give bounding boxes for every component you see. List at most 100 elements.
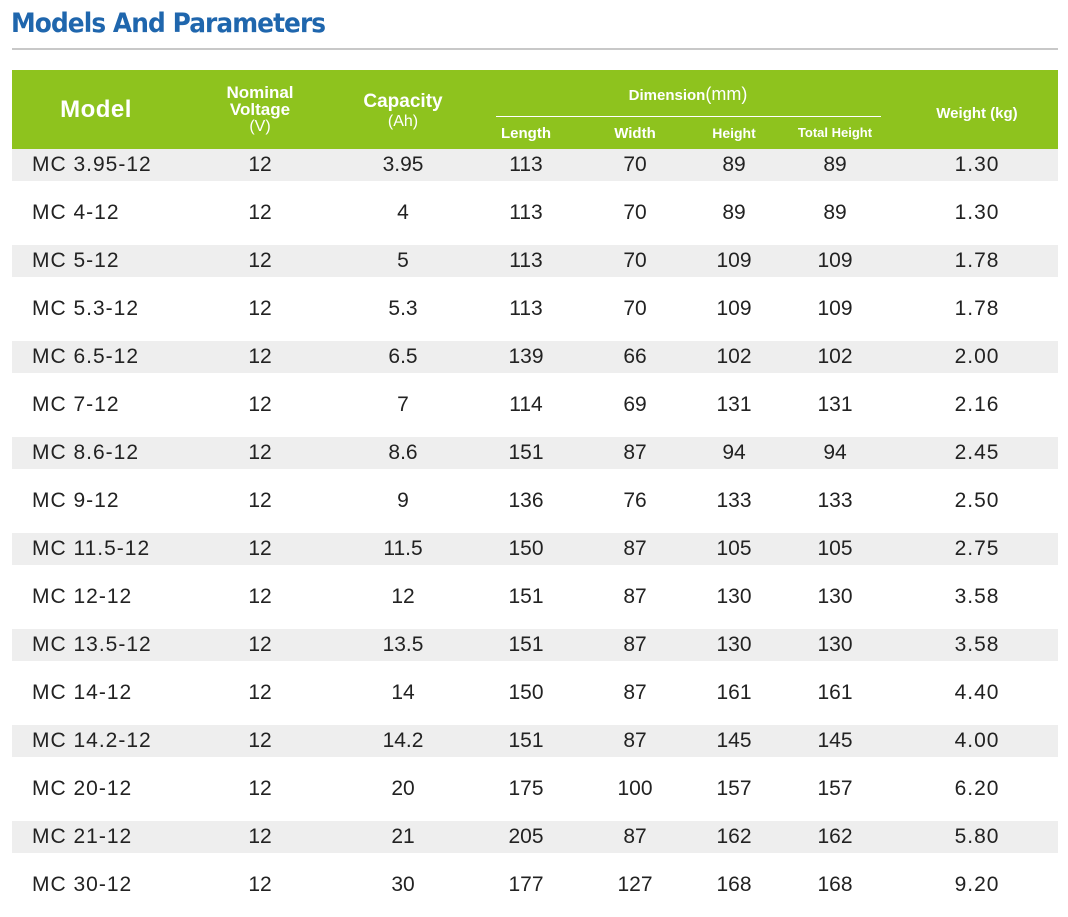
- header-dimension-unit: (mm): [705, 84, 748, 104]
- table-row: MC 8.6-12 12 8.6 151 87 94 94 2.45: [12, 437, 1058, 485]
- cell-voltage: 12: [248, 633, 272, 656]
- header-length: Length: [501, 125, 551, 142]
- header-voltage-line1: Nominal: [226, 83, 294, 102]
- cell-total-height: 109: [817, 297, 853, 320]
- cell-height: 94: [722, 441, 746, 464]
- cell-height: 162: [716, 825, 752, 848]
- cell-capacity: 13.5: [382, 633, 424, 656]
- table-row: MC 21-12 12 21 205 87 162 162 5.80: [12, 821, 1058, 869]
- cell-capacity: 12: [391, 585, 415, 608]
- cell-height: 133: [716, 489, 752, 512]
- cell-height: 157: [716, 777, 752, 800]
- cell-weight: 9.20: [954, 873, 1000, 896]
- cell-total-height: 105: [817, 537, 853, 560]
- cell-model: MC 11.5-12: [32, 537, 151, 560]
- cell-weight: 3.58: [954, 633, 1000, 656]
- table-row: MC 9-12 12 9 136 76 133 133 2.50: [12, 485, 1058, 533]
- cell-width: 70: [623, 249, 647, 272]
- header-width: Width: [614, 125, 656, 142]
- cell-capacity: 9: [397, 489, 409, 512]
- cell-capacity: 21: [391, 825, 415, 848]
- cell-capacity: 8.6: [388, 441, 418, 464]
- cell-total-height: 89: [823, 201, 847, 224]
- cell-voltage: 12: [248, 297, 272, 320]
- cell-total-height: 94: [823, 441, 847, 464]
- cell-voltage: 12: [248, 345, 272, 368]
- cell-model: MC 9-12: [32, 489, 120, 512]
- cell-total-height: 130: [817, 585, 853, 608]
- cell-total-height: 130: [817, 633, 853, 656]
- table-header: Model Nominal Voltage (V) Capacity (Ah) …: [12, 70, 1058, 149]
- cell-total-height: 133: [817, 489, 853, 512]
- cell-height: 109: [716, 249, 752, 272]
- cell-length: 113: [509, 153, 543, 176]
- table-row: MC 7-12 12 7 114 69 131 131 2.16: [12, 389, 1058, 437]
- cell-weight: 1.78: [954, 297, 1000, 320]
- cell-capacity: 7: [397, 393, 409, 416]
- cell-length: 175: [508, 777, 544, 800]
- cell-capacity: 20: [391, 777, 415, 800]
- cell-model: MC 12-12: [32, 585, 133, 608]
- cell-total-height: 102: [817, 345, 853, 368]
- cell-width: 127: [617, 873, 653, 896]
- cell-weight: 1.30: [954, 153, 1000, 176]
- cell-length: 136: [508, 489, 544, 512]
- cell-model: MC 3.95-12: [32, 153, 152, 176]
- cell-capacity: 5: [397, 249, 409, 272]
- table-row: MC 12-12 12 12 151 87 130 130 3.58: [12, 581, 1058, 629]
- cell-model: MC 13.5-12: [32, 633, 152, 656]
- cell-model: MC 21-12: [32, 825, 133, 848]
- cell-width: 87: [623, 681, 647, 704]
- cell-weight: 4.00: [954, 729, 1000, 752]
- cell-model: MC 5.3-12: [32, 297, 140, 320]
- cell-weight: 6.20: [954, 777, 1000, 800]
- cell-model: MC 20-12: [32, 777, 133, 800]
- cell-capacity: 5.3: [388, 297, 418, 320]
- cell-capacity: 3.95: [382, 153, 424, 176]
- cell-total-height: 161: [817, 681, 853, 704]
- cell-length: 151: [508, 633, 544, 656]
- cell-width: 100: [617, 777, 653, 800]
- table-row: MC 14.2-12 12 14.2 151 87 145 145 4.00: [12, 725, 1058, 773]
- cell-width: 70: [623, 297, 647, 320]
- cell-capacity: 11.5: [383, 537, 423, 560]
- cell-width: 87: [623, 585, 647, 608]
- cell-width: 87: [623, 537, 647, 560]
- cell-weight: 2.45: [954, 441, 1000, 464]
- cell-width: 76: [623, 489, 647, 512]
- cell-model: MC 14.2-12: [32, 729, 152, 752]
- header-height: Height: [712, 125, 756, 141]
- cell-voltage: 12: [248, 489, 272, 512]
- table-row: MC 14-12 12 14 150 87 161 161 4.40: [12, 677, 1058, 725]
- cell-model: MC 5-12: [32, 249, 120, 272]
- cell-length: 113: [509, 297, 543, 320]
- cell-length: 113: [509, 249, 543, 272]
- cell-voltage: 12: [248, 873, 272, 896]
- cell-height: 161: [716, 681, 752, 704]
- parameters-table: Model Nominal Voltage (V) Capacity (Ah) …: [12, 70, 1058, 917]
- cell-height: 89: [722, 153, 746, 176]
- cell-length: 114: [509, 393, 543, 416]
- cell-length: 151: [508, 729, 544, 752]
- cell-voltage: 12: [248, 441, 272, 464]
- table-body: MC 3.95-12 12 3.95 113 70 89 89 1.30 MC …: [12, 149, 1058, 917]
- cell-width: 70: [623, 153, 647, 176]
- header-capacity-label: Capacity: [363, 91, 443, 112]
- cell-voltage: 12: [248, 249, 272, 272]
- cell-voltage: 12: [248, 201, 272, 224]
- cell-total-height: 145: [817, 729, 853, 752]
- header-model: Model: [60, 96, 132, 123]
- header-total-height: Total Height: [797, 125, 873, 140]
- cell-width: 69: [623, 393, 647, 416]
- cell-voltage: 12: [248, 777, 272, 800]
- cell-width: 70: [623, 201, 647, 224]
- cell-height: 102: [716, 345, 752, 368]
- cell-voltage: 12: [248, 537, 272, 560]
- cell-weight: 4.40: [954, 681, 1000, 704]
- header-dimension: Dimension(mm): [495, 84, 881, 105]
- cell-width: 87: [623, 633, 647, 656]
- cell-total-height: 162: [817, 825, 853, 848]
- cell-weight: 1.78: [954, 249, 1000, 272]
- cell-height: 168: [716, 873, 752, 896]
- cell-width: 87: [623, 729, 647, 752]
